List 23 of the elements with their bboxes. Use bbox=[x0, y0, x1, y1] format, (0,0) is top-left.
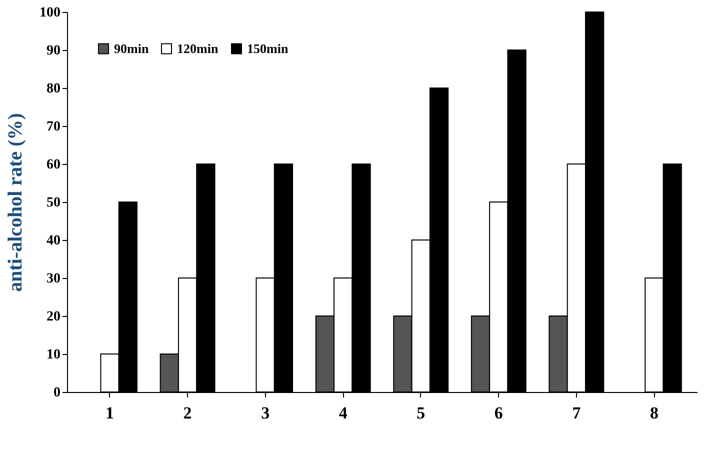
y-tick-label: 70 bbox=[46, 120, 60, 134]
x-tick-label: 2 bbox=[183, 404, 192, 422]
y-tick-label: 0 bbox=[54, 386, 60, 400]
x-tick-label: 3 bbox=[261, 404, 270, 422]
legend-label: 120min bbox=[177, 40, 219, 56]
y-tick-label: 90 bbox=[46, 44, 60, 58]
y-tick-label: 80 bbox=[46, 82, 60, 96]
y-tick-label: 60 bbox=[46, 158, 60, 172]
x-tick-label: 6 bbox=[494, 404, 503, 422]
legend-label: 150min bbox=[247, 40, 289, 56]
y-tick-label: 30 bbox=[46, 272, 60, 286]
x-tick-label: 4 bbox=[338, 404, 348, 422]
y-tick-label: 40 bbox=[46, 234, 60, 248]
y-tick-label: 20 bbox=[46, 310, 60, 324]
y-tick-label: 50 bbox=[46, 196, 60, 210]
x-tick-label: 5 bbox=[416, 404, 426, 422]
y-axis-title: anti-alcohol rate (%) bbox=[4, 113, 26, 292]
legend-label: 90min bbox=[114, 40, 150, 56]
x-tick-label: 8 bbox=[650, 404, 658, 422]
x-tick-label: 1 bbox=[106, 404, 114, 422]
x-tick-label: 7 bbox=[572, 404, 582, 422]
y-tick-label: 10 bbox=[46, 348, 60, 362]
y-tick-label: 100 bbox=[40, 6, 60, 20]
